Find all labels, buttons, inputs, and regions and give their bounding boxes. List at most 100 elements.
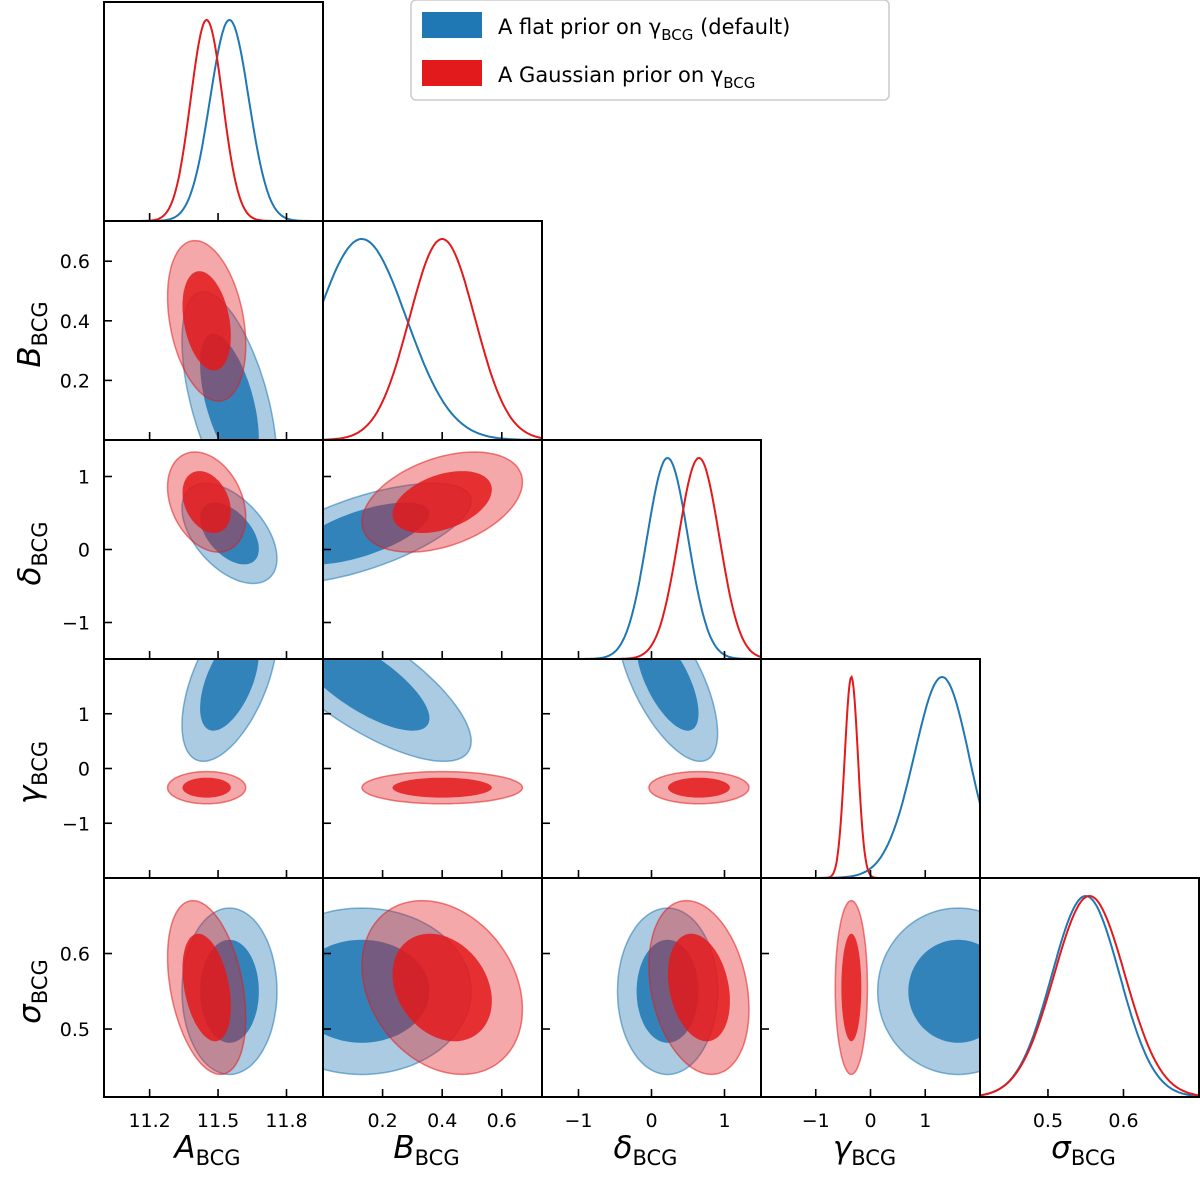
marginal-curve--e31a1c — [542, 456, 761, 659]
marginal-curve--1f77b4 — [761, 675, 980, 878]
panel-frame — [979, 877, 1200, 1098]
panel-frame — [322, 220, 543, 441]
marginal-curve--e31a1c — [761, 674, 980, 878]
panel-gamma-vs-sigma: −1 0 1 — [760, 877, 981, 1132]
panel-b-vs-delta — [322, 439, 543, 660]
y-tick-label-b: 0.6 — [60, 251, 90, 273]
y-tick-label-b: 0.2 — [60, 370, 90, 392]
panel-content — [323, 659, 524, 805]
contour-68--1f77b4 — [908, 939, 980, 1043]
legend-label-gaussian-prior: A Gaussian prior on γBCG — [498, 63, 755, 92]
panel-a — [103, 1, 324, 222]
panel-a-vs-delta: −1 0 1 — [62, 439, 324, 660]
x-axis-label-sigma: σBCG — [1051, 1130, 1116, 1170]
y-tick-label-delta: −1 — [62, 613, 90, 635]
y-axis-label-sigma: σBCG — [12, 959, 52, 1024]
legend: A flat prior on γBCG (default) A Gaussia… — [410, 0, 890, 101]
panel-sigma: 0.5 0.6 — [979, 877, 1200, 1132]
contour-68--e31a1c — [182, 777, 231, 798]
contour-68--1f77b4 — [637, 659, 699, 731]
marginal-curve--1f77b4 — [104, 18, 323, 221]
x-axis-label-delta: δBCG — [614, 1130, 678, 1170]
legend-swatch-gaussian-prior — [422, 60, 482, 86]
x-tick-label-delta: 1 — [718, 1110, 730, 1132]
x-tick-label-sigma: 0.5 — [1033, 1110, 1063, 1132]
y-tick-label-b: 0.4 — [60, 311, 90, 333]
x-tick-label-b: 0.4 — [427, 1110, 457, 1132]
panel-frame — [541, 439, 762, 660]
x-axis-label-a: ABCG — [172, 1130, 240, 1170]
panel-content — [616, 899, 750, 1076]
panel-b-vs-sigma: 0.2 0.4 0.6 — [322, 877, 543, 1132]
panel-content — [980, 894, 1199, 1097]
contour-68--1f77b4 — [323, 659, 430, 731]
panel-content — [621, 659, 750, 805]
marginal-curve--1f77b4 — [542, 456, 761, 659]
panel-b-vs-gamma — [322, 658, 543, 879]
panel-a-vs-sigma: 11.2 11.5 11.8 0.5 0.6 — [60, 877, 324, 1132]
contour-68--e31a1c — [668, 933, 730, 1042]
panel-content — [104, 18, 323, 221]
contour-68--e31a1c — [668, 777, 730, 798]
marginal-curve--e31a1c — [323, 238, 542, 440]
y-tick-label-delta: 0 — [78, 540, 90, 562]
marginal-curve--1f77b4 — [980, 894, 1199, 1097]
panel-content — [323, 899, 524, 1076]
marginal-curve--e31a1c — [980, 894, 1199, 1097]
x-tick-label-a: 11.8 — [265, 1110, 307, 1132]
x-tick-label-gamma: 0 — [864, 1110, 876, 1132]
panel-gamma — [760, 658, 981, 879]
panel-delta-vs-sigma: −1 0 1 — [541, 877, 762, 1132]
panel-delta — [541, 439, 762, 660]
y-tick-label-gamma: 1 — [78, 704, 90, 726]
x-tick-label-gamma: −1 — [802, 1110, 830, 1132]
x-axis-labels: ABCG BBCG δBCG γBCG σBCG — [172, 1130, 1115, 1170]
panel-b — [322, 220, 543, 441]
contour-68--e31a1c — [182, 471, 231, 533]
panel-delta-vs-gamma — [541, 658, 762, 879]
panel-content — [834, 899, 980, 1076]
legend-frame — [410, 0, 890, 101]
panel-content — [542, 456, 761, 659]
y-tick-label-gamma: −1 — [62, 813, 90, 835]
panel-content — [323, 238, 542, 440]
x-tick-label-a: 11.5 — [197, 1110, 239, 1132]
panel-a-vs-gamma: −1 0 1 — [62, 658, 324, 879]
panel-frame — [760, 658, 981, 879]
x-axis-label-gamma: γBCG — [833, 1130, 896, 1170]
y-tick-label-delta: 1 — [78, 467, 90, 489]
x-tick-label-b: 0.2 — [367, 1110, 397, 1132]
y-tick-label-sigma: 0.5 — [60, 1019, 90, 1041]
y-tick-label-gamma: 0 — [78, 759, 90, 781]
legend-label-flat-prior: A flat prior on γBCG (default) — [498, 15, 790, 44]
marginal-curve--e31a1c — [104, 18, 323, 221]
panel-content — [323, 451, 524, 582]
x-tick-label-sigma: 0.6 — [1108, 1110, 1138, 1132]
legend-swatch-flat-prior — [422, 12, 482, 38]
contour-68--e31a1c — [392, 777, 492, 798]
y-axis-label-gamma: γBCG — [12, 741, 52, 804]
panel-content — [761, 674, 980, 878]
x-tick-label-a: 11.2 — [128, 1110, 170, 1132]
contour-68--e31a1c — [182, 933, 231, 1042]
panel-content — [166, 899, 278, 1076]
marginal-curve--1f77b4 — [323, 238, 542, 440]
contour-68--e31a1c — [841, 933, 862, 1042]
contour-68--e31a1c — [392, 933, 492, 1042]
x-tick-label-delta: 0 — [645, 1110, 657, 1132]
y-axis-label-delta: δBCG — [12, 522, 52, 586]
x-tick-label-delta: −1 — [564, 1110, 592, 1132]
panel-content — [166, 451, 278, 585]
y-tick-label-sigma: 0.6 — [60, 944, 90, 966]
y-axis-label-b: BBCG — [12, 301, 52, 367]
panel-content — [166, 659, 276, 805]
contour-68--e31a1c — [392, 471, 492, 533]
contour-68--e31a1c — [182, 271, 231, 371]
x-tick-label-b: 0.6 — [487, 1110, 517, 1132]
contour-68--1f77b4 — [200, 659, 259, 731]
x-axis-label-b: BBCG — [393, 1130, 459, 1170]
panel-content — [166, 239, 277, 440]
y-axis-labels: BBCG δBCG γBCG σBCG — [12, 301, 52, 1023]
